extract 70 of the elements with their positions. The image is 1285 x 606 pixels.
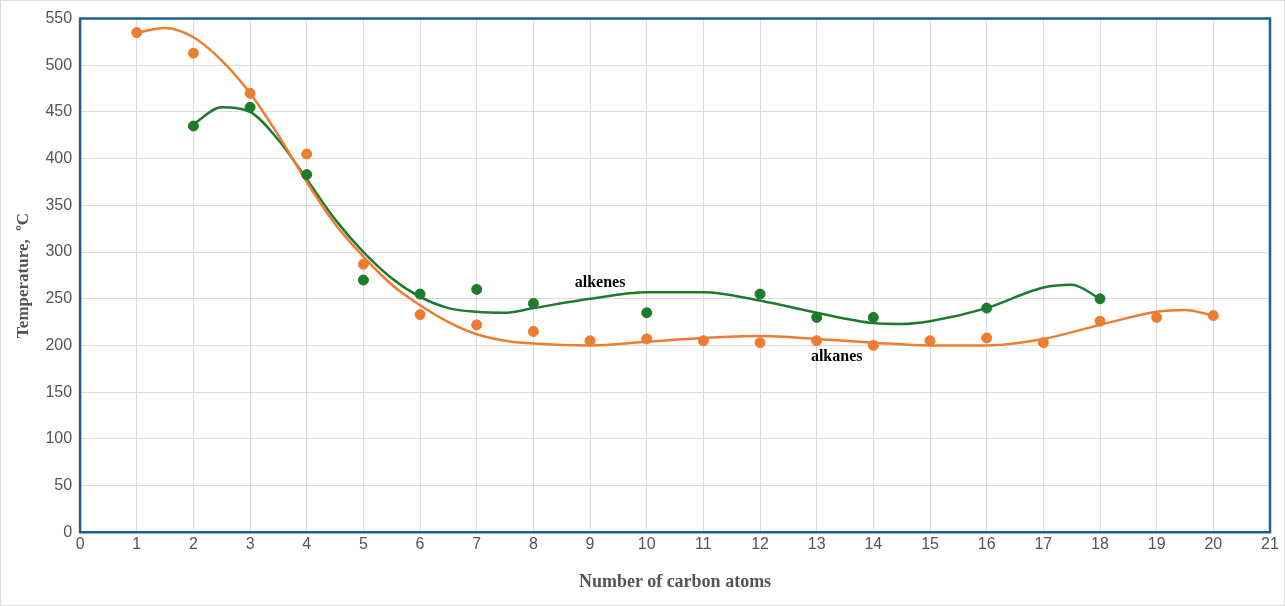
point [187,47,199,59]
point [471,319,483,331]
point [867,311,879,323]
x-tick-label: 19 [1147,535,1166,553]
point [811,335,823,347]
x-tick-label: 4 [302,535,312,553]
point [697,335,709,347]
y-tick-label: 300 [45,242,73,260]
point [1037,337,1049,349]
y-tick-label: 100 [45,429,73,447]
point [981,302,993,314]
x-tick-label: 7 [472,535,482,553]
point [641,307,653,319]
y-tick-label: 0 [63,522,73,540]
x-axis-title: Number of carbon atoms [578,570,772,591]
x-tick-label: 12 [751,535,770,553]
y-tick-label: 250 [45,289,73,307]
x-tick-label: 8 [528,535,538,553]
y-tick-label: 500 [45,55,73,73]
y-tick-label: 200 [45,335,73,353]
point [527,325,539,337]
x-tick-label: 1 [132,535,142,553]
point [527,297,539,309]
point [1207,310,1219,322]
point [1094,293,1106,305]
point [244,101,256,113]
series-label: alkenes [574,272,626,290]
x-tick-label: 5 [358,535,368,553]
x-tick-label: 15 [921,535,940,553]
y-tick-label: 550 [45,9,73,27]
point [357,274,369,286]
x-tick-label: 6 [415,535,425,553]
point [414,288,426,300]
point [414,309,426,321]
x-tick-label: 0 [75,535,85,553]
point [471,283,483,295]
x-tick-label: 21 [1261,535,1279,553]
point [754,337,766,349]
x-tick-label: 20 [1204,535,1223,553]
point [244,87,256,99]
x-tick-label: 17 [1034,535,1053,553]
y-tick-label: 50 [54,475,73,493]
x-tick-label: 14 [864,535,883,553]
x-tick-label: 9 [585,535,595,553]
point [924,335,936,347]
x-tick-label: 16 [977,535,996,553]
point [301,169,313,181]
point [584,335,596,347]
x-tick-label: 3 [245,535,255,553]
x-tick-label: 13 [807,535,826,553]
point [357,258,369,270]
point [641,333,653,345]
series-label: alkanes [810,347,863,365]
y-tick-label: 400 [45,149,73,167]
x-tick-label: 10 [637,535,656,553]
y-tick-label: 150 [45,382,73,400]
y-tick-label: 350 [45,195,73,213]
point [981,332,993,344]
y-axis-title: Temperature, ºC [12,212,32,338]
point [867,339,879,351]
point [754,288,766,300]
point [131,27,143,39]
point [1094,315,1106,327]
x-tick-label: 18 [1091,535,1110,553]
point [1151,311,1163,323]
x-tick-label: 11 [695,535,712,553]
point [301,148,313,160]
y-tick-label: 450 [45,102,73,120]
point [187,120,199,132]
x-tick-label: 2 [188,535,198,553]
